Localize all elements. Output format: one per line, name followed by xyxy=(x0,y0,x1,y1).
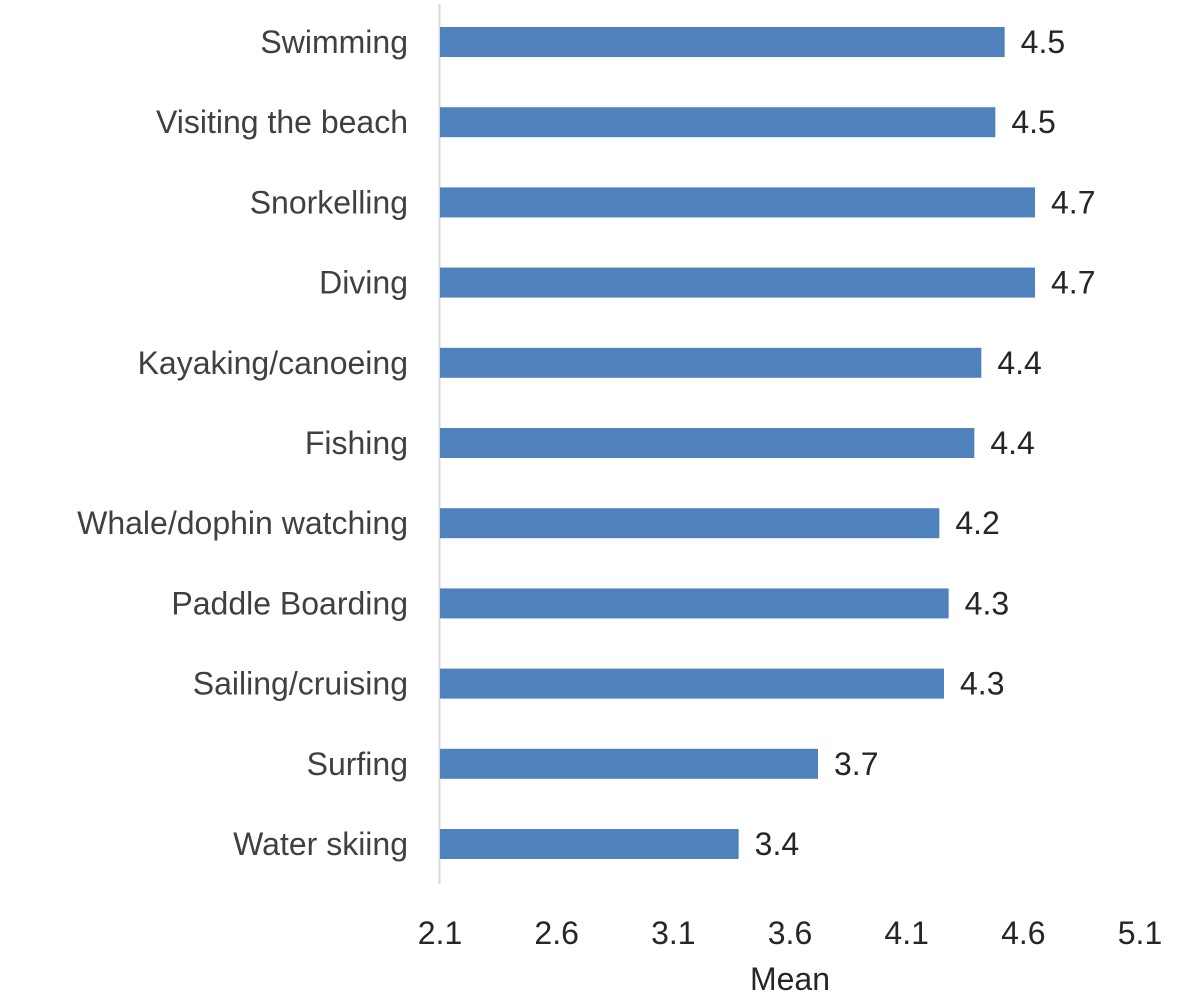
value-label-8: 4.3 xyxy=(960,666,1004,702)
x-tick-label-4: 4.1 xyxy=(884,915,928,951)
value-label-5: 4.4 xyxy=(990,425,1034,461)
x-tick-label-2: 3.1 xyxy=(651,915,695,951)
category-label-4: Kayaking/canoeing xyxy=(138,345,408,381)
bar-10 xyxy=(440,829,739,859)
bar-2 xyxy=(440,187,1035,218)
bar-8 xyxy=(440,668,944,699)
value-label-4: 4.4 xyxy=(997,345,1041,381)
value-labels: 4.5 4.5 4.7 4.7 4.4 4.4 4.2 4.3 4.3 3.7 3.4 xyxy=(755,24,1096,862)
bar-5 xyxy=(440,428,975,458)
category-label-6: Whale/dophin watching xyxy=(77,505,408,541)
category-label-2: Snorkelling xyxy=(250,184,408,220)
value-label-2: 4.7 xyxy=(1051,184,1095,220)
x-tick-label-1: 2.6 xyxy=(534,915,578,951)
bar-1 xyxy=(440,107,996,138)
category-label-1: Visiting the beach xyxy=(156,104,408,140)
value-label-3: 4.7 xyxy=(1051,265,1095,301)
value-label-9: 3.7 xyxy=(834,746,878,782)
value-label-1: 4.5 xyxy=(1011,104,1055,140)
x-tick-label-0: 2.1 xyxy=(418,915,462,951)
category-label-5: Fishing xyxy=(305,425,408,461)
category-label-0: Swimming xyxy=(260,24,408,60)
value-label-6: 4.2 xyxy=(955,505,999,541)
category-label-10: Water skiing xyxy=(233,826,408,862)
category-labels: Swimming Visiting the beach Snorkelling Div… xyxy=(77,24,408,862)
bars-group xyxy=(440,27,1035,859)
value-label-10: 3.4 xyxy=(755,826,799,862)
x-tick-label-6: 5.1 xyxy=(1118,915,1162,951)
category-label-7: Paddle Boarding xyxy=(171,585,408,621)
bar-4 xyxy=(440,347,982,378)
x-tick-label-3: 3.6 xyxy=(768,915,812,951)
category-label-8: Sailing/cruising xyxy=(193,666,408,702)
bar-3 xyxy=(440,267,1035,298)
category-label-9: Surfing xyxy=(307,746,408,782)
x-axis-ticks: 2.1 2.6 3.1 3.6 4.1 4.6 5.1 xyxy=(418,915,1162,951)
bar-0 xyxy=(440,27,1005,57)
bar-6 xyxy=(440,508,940,539)
x-axis-title: Mean xyxy=(750,961,830,996)
bar-9 xyxy=(440,748,818,779)
x-tick-label-5: 4.6 xyxy=(1001,915,1045,951)
bar-7 xyxy=(440,588,949,619)
category-label-3: Diving xyxy=(319,265,408,301)
value-label-7: 4.3 xyxy=(965,585,1009,621)
value-label-0: 4.5 xyxy=(1021,24,1065,60)
